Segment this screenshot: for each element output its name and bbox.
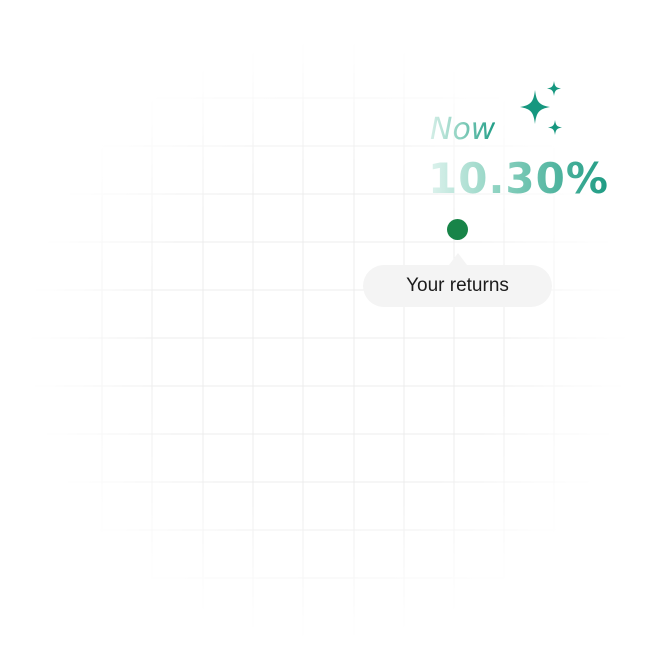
returns-label: Your returns (363, 265, 552, 307)
returns-marker-dot (447, 219, 468, 240)
sparkles-icon (520, 81, 562, 135)
returns-label-text: Your returns (406, 275, 509, 296)
label-pointer (449, 253, 467, 265)
rate-value: 10.30% (428, 152, 609, 206)
rate-prefix: Now (430, 110, 495, 150)
